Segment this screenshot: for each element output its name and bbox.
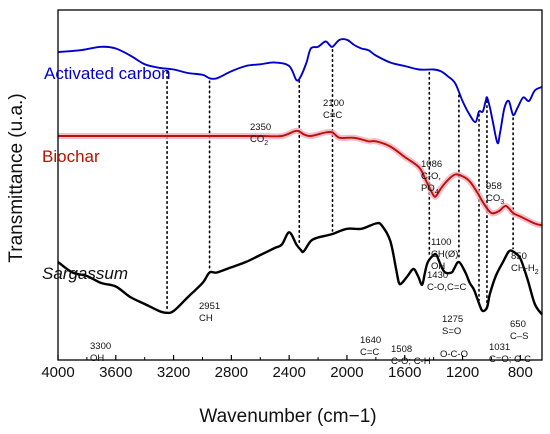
peak-annotation: 2951 CH [199,301,220,324]
series-label-sargassum: Sargassum [42,264,128,283]
x-tick-label: 2400 [272,364,305,381]
peak-annotation: 1640 C=C [360,335,381,358]
series-line-sargassum [57,221,543,316]
annotation-line: OH [90,353,104,364]
peak-annotation: 958 CO3 [486,181,504,206]
annotation-line: C=C [360,347,379,358]
marker-lines [166,48,514,311]
annotation-subscript: 2 [535,269,539,276]
series-line-activated-carbon [57,38,543,145]
annotation-line: OH [431,261,445,272]
annotation-line: C-O,C=C [427,282,466,293]
annotation-line: S=O [442,326,461,337]
peak-annotation: 850 CH-H2 [511,251,539,276]
annotation-line: 650 [510,319,526,330]
series-label-activated-carbon: Activated carbon [44,64,171,83]
x-tick-label: 3600 [99,364,132,381]
annotation-line: 850 [511,251,527,262]
annotation-line: PO [421,183,435,194]
annotation-line: C-O, [421,171,441,182]
peak-annotation: 1100 CH(Ø) OH [431,237,458,272]
annotation-line: 958 [486,181,502,192]
annotation-line: 2951 [199,301,220,312]
peak-annotation: 2350 CO2 [250,122,271,147]
series-line-biochar [58,129,543,227]
x-axis-title: Wavenumber (cm−1) [199,406,376,427]
annotation-line: C-O; C-H [391,356,431,367]
peak-annotation: 3300 OH [90,341,111,364]
annotation-subscript: 2 [264,140,268,147]
x-tick-label: 2800 [215,364,248,381]
annotation-line: 1100 [431,237,451,248]
annotation-line: C–S [510,331,528,342]
series-lines [57,38,543,316]
x-tick-label: 3200 [157,364,190,381]
annotation-line: 1430 [427,270,448,281]
annotation-line: CH-H [511,263,535,274]
peak-annotation: 1430 C-O,C=C [427,270,466,293]
annotation-line: CO [250,134,264,145]
x-tick-label: 1200 [446,364,479,381]
peak-annotation: 650 C–S [510,319,528,342]
annotation-line: CO [486,193,500,204]
x-tick-label: 4000 [41,364,74,381]
peak-annotation: 1275 S=O [442,314,463,337]
annotation-line: 1086 [421,159,442,170]
annotation-subscript: 3 [500,199,504,206]
series-label-biochar: Biochar [42,147,100,166]
x-tick-label: 2000 [330,364,363,381]
annotation-subscript: 4 [435,189,439,196]
peak-annotation: 1031 C=O; C-C [489,342,531,365]
peak-annotation: 1086 C-O, PO4 [421,159,442,196]
annotation-line: 3300 [90,341,111,352]
annotation-line: 1275 [442,314,463,325]
annotation-line: CH(Ø) [431,249,458,260]
annotation-line: 2350 [250,122,271,133]
annotation-line: CH [199,313,213,324]
annotation-line: 1508 [391,344,412,355]
annotation-line: 1031 [489,342,510,353]
annotation-line: O-C-O [440,349,468,360]
annotation-line: C≡C [323,110,342,121]
x-tick-label: 1600 [388,364,421,381]
peak-annotation: 2100 C≡C [323,98,344,121]
peak-annotation: 1508 C-O; C-H [391,344,431,367]
plot-frame [57,9,543,361]
peak-annotation: O-C-O [440,349,468,360]
x-tick-label: 800 [508,364,533,381]
y-axis-title: Transmittance (u.a.) [6,93,27,262]
annotation-line: 2100 [323,98,344,109]
x-axis-ticks: 4000 3600 3200 2800 2400 2000 1600 1200 800 [41,355,533,381]
annotation-line: 1640 [360,335,381,346]
